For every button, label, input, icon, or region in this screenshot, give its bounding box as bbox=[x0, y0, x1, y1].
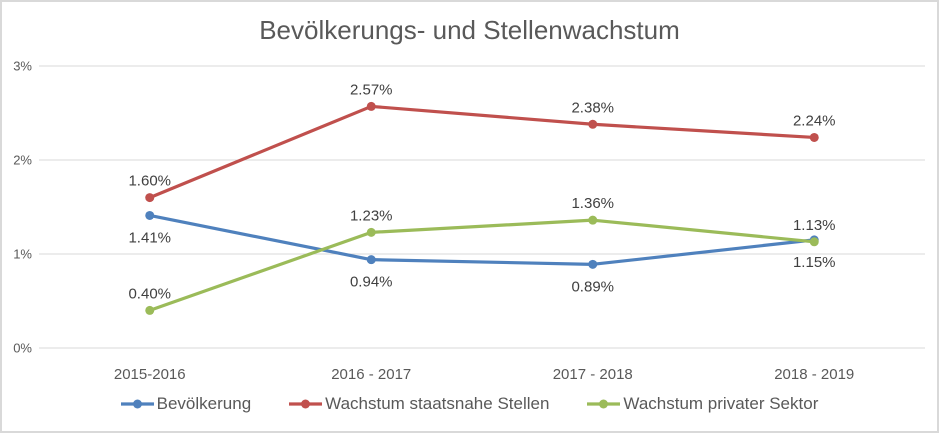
legend-series-swatch-icon bbox=[120, 399, 154, 409]
data-point-marker bbox=[145, 305, 155, 315]
data-point-marker bbox=[588, 119, 598, 129]
legend-item: Wachstum privater Sektor bbox=[587, 394, 818, 414]
data-label: 1.60% bbox=[128, 173, 171, 190]
legend-item-label: Wachstum privater Sektor bbox=[623, 394, 819, 413]
data-point-marker bbox=[145, 193, 155, 203]
data-point-marker bbox=[366, 101, 376, 111]
x-axis-category-label: 2017 - 2018 bbox=[553, 366, 633, 383]
x-axis-category-label: 2018 - 2019 bbox=[774, 366, 854, 383]
data-label: 2.38% bbox=[571, 99, 614, 116]
y-axis-tick-label: 0% bbox=[13, 341, 32, 356]
data-label: 2.24% bbox=[793, 112, 836, 129]
series-line bbox=[148, 104, 816, 200]
data-point-marker bbox=[366, 255, 376, 265]
legend-series-swatch-icon bbox=[587, 399, 621, 409]
x-axis-category-label: 2016 - 2017 bbox=[331, 366, 411, 383]
data-point-marker bbox=[809, 132, 819, 142]
chart-title: Bevölkerungs- und Stellenwachstum bbox=[259, 15, 680, 45]
data-point-marker bbox=[588, 215, 598, 225]
data-label: 2.57% bbox=[350, 81, 393, 98]
data-point-marker bbox=[809, 237, 819, 247]
legend: Bevölkerung Wachstum staatsnahe Stellen Wa… bbox=[2, 394, 937, 414]
legend-item: Wachstum staatsnahe Stellen bbox=[289, 394, 549, 414]
data-label: 0.40% bbox=[128, 285, 171, 302]
x-axis-category-label: 2015-2016 bbox=[114, 366, 186, 383]
data-point-marker bbox=[145, 210, 155, 220]
data-label: 1.15% bbox=[793, 254, 836, 271]
data-label: 0.89% bbox=[571, 278, 614, 295]
y-axis-tick-label: 1% bbox=[13, 247, 32, 262]
data-label: 0.94% bbox=[350, 274, 393, 291]
data-point-marker bbox=[588, 259, 598, 269]
y-axis-tick-label: 3% bbox=[13, 59, 32, 74]
data-label: 1.13% bbox=[793, 217, 836, 234]
series-line bbox=[148, 218, 816, 312]
data-label: 1.41% bbox=[128, 229, 171, 246]
legend-series-swatch-icon bbox=[289, 399, 323, 409]
legend-item: Bevölkerung bbox=[120, 394, 252, 414]
legend-item-label: Wachstum staatsnahe Stellen bbox=[325, 394, 550, 413]
series-line bbox=[148, 213, 816, 266]
y-axis-tick-label: 2% bbox=[13, 153, 32, 168]
data-point-marker bbox=[366, 227, 376, 237]
legend-item-label: Bevölkerung bbox=[156, 394, 252, 413]
data-label: 1.36% bbox=[571, 195, 614, 212]
data-label: 1.23% bbox=[350, 207, 393, 224]
